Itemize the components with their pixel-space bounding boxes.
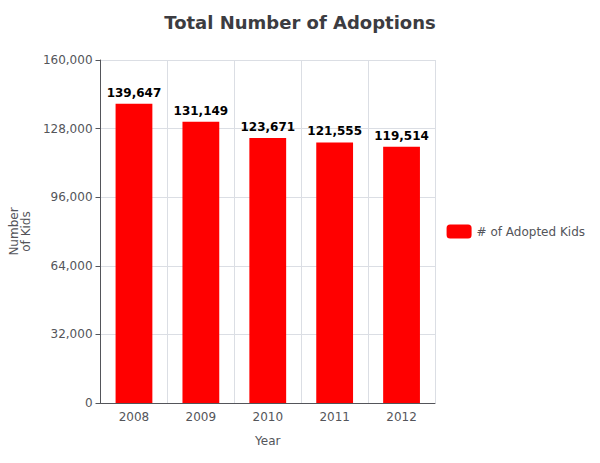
svg-text:32,000: 32,000: [51, 327, 93, 341]
svg-text:2012: 2012: [386, 410, 417, 424]
svg-text:0: 0: [85, 396, 93, 410]
svg-text:139,647: 139,647: [107, 86, 162, 100]
svg-text:Total Number of Adoptions: Total Number of Adoptions: [164, 12, 436, 33]
svg-text:96,000: 96,000: [51, 190, 93, 204]
svg-text:160,000: 160,000: [43, 53, 93, 67]
svg-text:2008: 2008: [119, 410, 150, 424]
svg-text:Year: Year: [254, 434, 280, 448]
svg-text:131,149: 131,149: [174, 104, 229, 118]
svg-text:64,000: 64,000: [51, 259, 93, 273]
svg-text:of Kids: of Kids: [19, 211, 33, 251]
svg-text:2010: 2010: [252, 410, 283, 424]
svg-text:123,671: 123,671: [240, 120, 295, 134]
svg-text:2011: 2011: [319, 410, 350, 424]
svg-text:121,555: 121,555: [307, 124, 362, 138]
svg-text:119,514: 119,514: [374, 129, 429, 143]
svg-text:Number: Number: [7, 207, 21, 256]
svg-text:128,000: 128,000: [43, 122, 93, 136]
svg-text:# of Adopted Kids: # of Adopted Kids: [477, 225, 585, 239]
svg-text:2009: 2009: [186, 410, 217, 424]
